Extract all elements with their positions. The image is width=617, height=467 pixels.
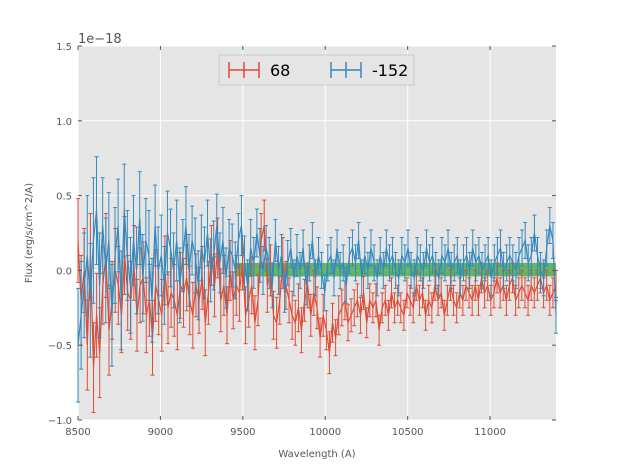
series-line [77,225,557,368]
x-tick-label: 11000 [474,427,506,438]
x-tick-label: 10000 [309,427,341,438]
y-axis-label: Flux (erg/s/cm^2/A) [24,183,35,283]
y-tick-label: −1.0 [48,416,72,427]
x-tick-label: 10500 [392,427,424,438]
x-axis-label: Wavelength (A) [278,449,355,460]
series-line [77,210,557,346]
plot-background [78,46,556,420]
series-layer [76,156,558,414]
axis-ticks: 8500 9000 9500 10000 10500 11000 −1.0 −0.5 0.0 0.… [48,42,556,438]
y-tick-label: −0.5 [48,341,72,352]
y-tick-label: 1.0 [56,117,72,128]
y-tick-label: 0.5 [56,192,72,203]
y-offset-label: 1e−18 [78,32,122,47]
legend-items: 68 -152 [228,61,408,80]
series-minus-152 [76,156,558,403]
x-tick-label: 9000 [148,427,173,438]
legend-label: 68 [270,61,290,80]
legend-label: -152 [372,61,408,80]
x-tick-label: 8500 [65,427,90,438]
x-tick-label: 9500 [230,427,255,438]
legend: 68 -152 [218,54,415,86]
y-tick-label: 0.0 [56,266,72,277]
y-tick-label: 1.5 [56,42,72,53]
